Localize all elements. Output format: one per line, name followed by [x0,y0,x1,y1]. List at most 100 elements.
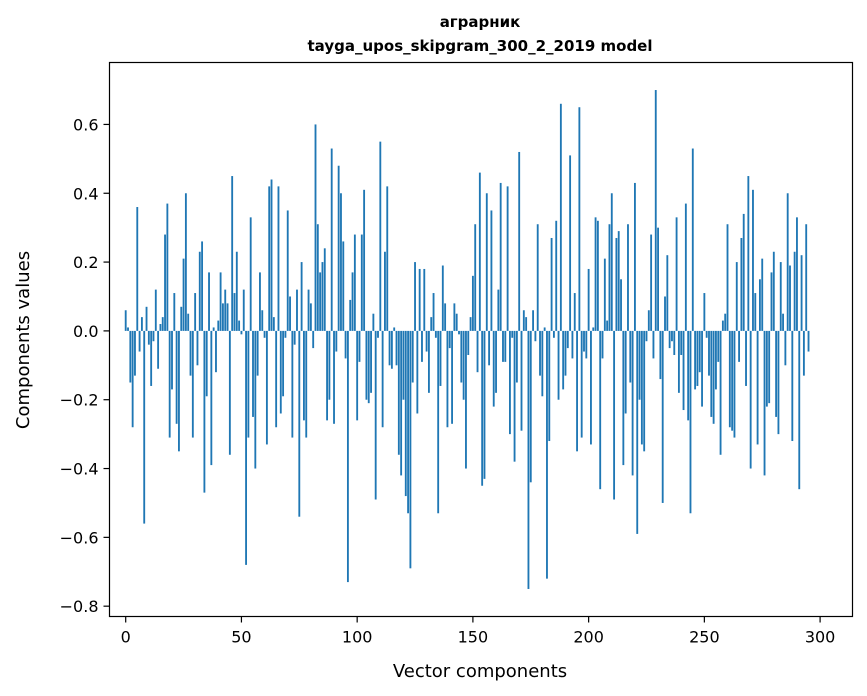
bar [548,330,551,442]
bar [140,317,143,331]
bar [497,289,500,331]
bar [404,330,407,497]
bar [226,303,229,331]
bar [212,327,215,331]
bar [552,330,555,338]
bar [631,330,634,476]
bar [555,220,558,331]
bar [321,262,324,331]
bar [268,186,271,331]
bar [333,330,335,424]
bar [346,330,349,583]
bar [437,330,440,514]
bar [187,313,190,331]
bar [636,330,639,534]
bar [152,330,155,342]
bar [411,330,414,383]
bar [733,330,736,438]
bar [654,90,657,331]
bar [471,275,474,331]
bar [726,224,729,331]
plot-frame [108,61,854,618]
bar [418,268,421,331]
bar [566,330,569,349]
bar [550,237,553,331]
bar [474,224,477,331]
bar [124,310,127,331]
bar [242,289,245,331]
bar [460,330,463,383]
bar [145,306,148,331]
bar [414,262,416,331]
bar [633,182,636,331]
bar [608,224,611,331]
bar [238,320,241,331]
bar [263,330,266,338]
bar [279,330,282,414]
bar [754,293,757,331]
bar [467,330,470,355]
x-tick-label: 300 [805,628,836,647]
bar [240,330,243,335]
bar [483,330,486,479]
bar [381,330,384,428]
chart-title-line1: аграрник [440,13,521,31]
bar [643,330,646,452]
bar [495,330,497,393]
bar [349,299,352,331]
bar [677,330,680,393]
bar [166,203,169,331]
bar [622,330,625,466]
bar [675,217,678,331]
bar [298,330,301,517]
bar [289,296,291,331]
bar [157,330,160,369]
bar [657,227,659,331]
bar [525,317,528,331]
bar [587,268,590,331]
bar [196,330,199,366]
bar [752,189,754,331]
bar [219,272,222,331]
bar [784,330,787,366]
bar [518,151,521,331]
bar [275,330,278,428]
bar [372,313,375,331]
y-tick-label: −0.8 [60,597,99,616]
y-tick-label: 0.6 [73,115,98,134]
bar [143,330,146,524]
bar [330,148,333,331]
bar [536,224,539,331]
bar [731,330,734,431]
bar [430,317,433,331]
bar [564,330,567,376]
bar [208,272,210,331]
bar [409,330,412,569]
bar [694,330,697,390]
bar [592,327,595,331]
bar [360,234,363,331]
bar [131,330,134,428]
bar [374,330,377,500]
x-axis-label: Vector components [393,661,567,682]
bar [439,330,442,386]
bar [395,330,398,366]
bar [161,317,164,331]
bar [511,330,514,338]
bar [627,224,629,331]
bar [777,330,780,435]
bar [805,224,808,331]
bar [265,330,268,445]
bar [562,330,565,390]
y-tick-label: 0.4 [73,184,98,203]
bar [451,330,453,424]
bar [689,330,692,514]
bar [455,313,458,331]
bar [127,327,129,331]
bar [462,330,465,400]
bar [465,330,467,469]
y-axis-label: Components values [13,251,34,429]
x-tick-label: 100 [342,628,373,647]
bar [661,330,664,503]
bar [606,320,609,331]
